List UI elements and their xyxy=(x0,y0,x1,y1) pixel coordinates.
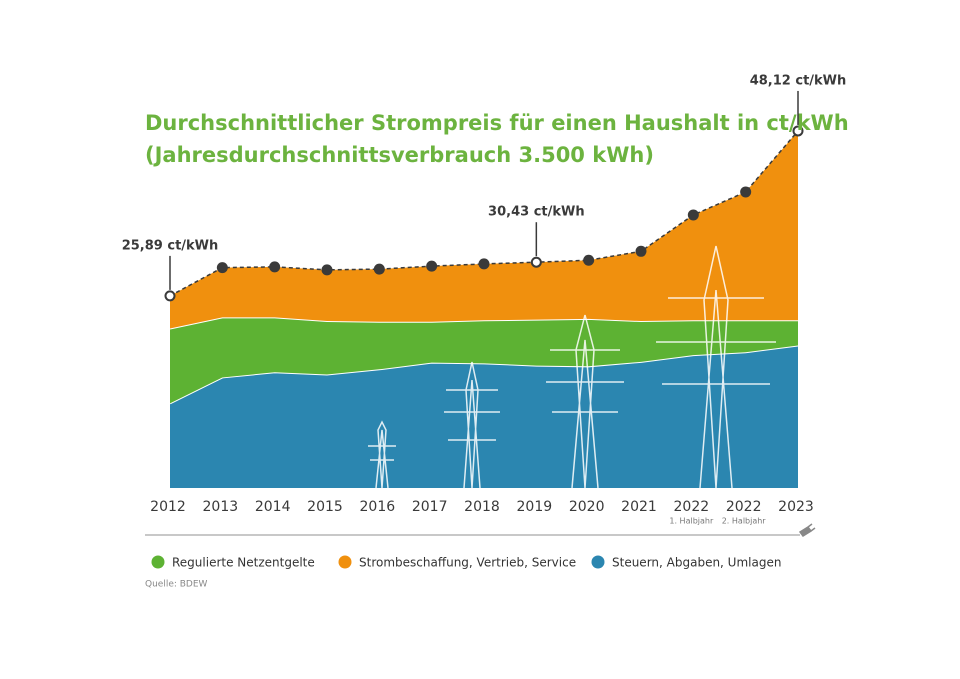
pylons xyxy=(368,245,776,489)
x-tick-label: 2022 xyxy=(674,499,710,515)
total-dot xyxy=(373,263,385,275)
total-label: 48,12 ct/kWh xyxy=(750,73,847,88)
x-tick-label: 2023 xyxy=(778,499,814,515)
total-dot xyxy=(216,262,228,274)
legend-swatch xyxy=(338,555,352,569)
area xyxy=(170,345,798,488)
total-dot xyxy=(583,254,595,266)
total-label: 25,89 ct/kWh xyxy=(122,238,219,253)
x-tick-label: 2013 xyxy=(203,499,239,515)
legend-label: Strombeschaffung, Vertrieb, Service xyxy=(359,556,576,570)
dots xyxy=(164,125,804,302)
area xyxy=(170,317,798,404)
total-dot xyxy=(792,125,804,137)
x-tick-label: 2018 xyxy=(464,499,500,515)
total-label: 30,43 ct/kWh xyxy=(488,205,585,220)
x-tick-sublabel: 1. Halbjahr xyxy=(669,517,714,526)
total-dot xyxy=(687,209,699,221)
x-tick-label: 2021 xyxy=(621,499,657,515)
x-tick-label: 2017 xyxy=(412,499,448,515)
x-tick-label: 2019 xyxy=(517,499,553,515)
source: Quelle: BDEW xyxy=(145,580,208,590)
x-tick-label: 2015 xyxy=(307,499,343,515)
areas xyxy=(169,130,799,488)
total-dot xyxy=(530,256,542,268)
legend-swatch xyxy=(591,555,605,569)
x-tick-sublabel: 2. Halbjahr xyxy=(722,517,767,526)
x-tick-label: 2022 xyxy=(726,499,762,515)
legend-label: Steuern, Abgaben, Umlagen xyxy=(612,556,781,570)
legend-swatch xyxy=(151,555,165,569)
x-tick-label: 2020 xyxy=(569,499,605,515)
plug-icon xyxy=(798,523,816,538)
legend-label: Regulierte Netzentgelte xyxy=(172,556,315,570)
x-tick-label: 2016 xyxy=(360,499,396,515)
total-dot xyxy=(740,186,752,198)
total-dot xyxy=(164,290,176,302)
chart-subtitle: (Jahresdurchschnittsverbrauch 3.500 kWh) xyxy=(145,143,654,167)
total-dot xyxy=(635,245,647,257)
total-dot xyxy=(426,260,438,272)
total-dot xyxy=(478,258,490,270)
chart-title: Durchschnittlicher Strompreis für einen … xyxy=(145,111,849,135)
total-dot xyxy=(269,261,281,273)
x-tick-label: 2014 xyxy=(255,499,291,515)
area xyxy=(170,130,798,329)
total-dot xyxy=(321,264,333,276)
x-tick-label: 2012 xyxy=(150,499,186,515)
